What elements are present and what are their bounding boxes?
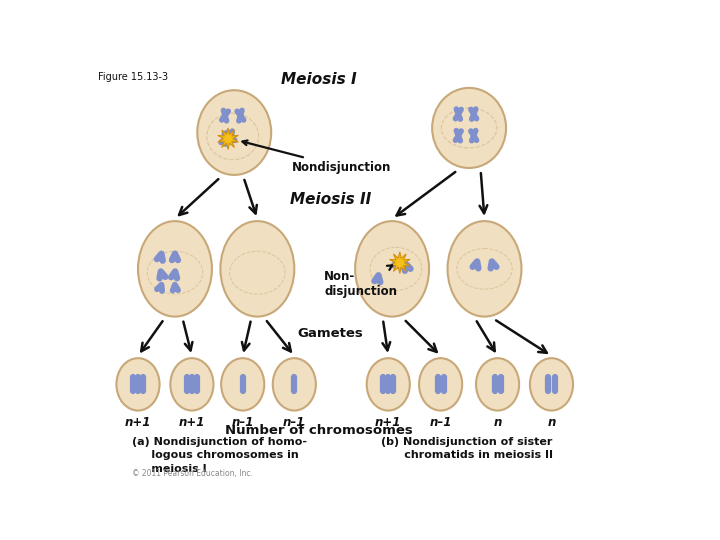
Text: Figure 15.13-3: Figure 15.13-3 (98, 72, 168, 83)
Text: n–1: n–1 (283, 416, 305, 429)
Text: Non-
disjunction: Non- disjunction (324, 265, 397, 298)
Ellipse shape (419, 358, 462, 410)
Ellipse shape (138, 221, 212, 316)
Ellipse shape (221, 358, 264, 410)
Text: Meiosis I: Meiosis I (281, 72, 357, 87)
Ellipse shape (432, 88, 506, 168)
Text: (b) Nondisjunction of sister
      chromatids in meiosis II: (b) Nondisjunction of sister chromatids … (381, 437, 552, 460)
Polygon shape (218, 128, 238, 150)
Ellipse shape (448, 221, 521, 316)
Ellipse shape (530, 358, 573, 410)
Text: n: n (493, 416, 502, 429)
Text: n–1: n–1 (429, 416, 451, 429)
Text: n: n (547, 416, 556, 429)
Ellipse shape (355, 221, 429, 316)
Text: n–1: n–1 (232, 416, 254, 429)
Ellipse shape (366, 358, 410, 410)
Ellipse shape (197, 90, 271, 175)
Ellipse shape (171, 358, 213, 410)
Ellipse shape (220, 221, 294, 316)
Text: n+1: n+1 (125, 416, 151, 429)
Polygon shape (390, 252, 410, 273)
Text: Gametes: Gametes (297, 327, 364, 340)
Text: Nondisjunction: Nondisjunction (243, 140, 392, 174)
Ellipse shape (273, 358, 316, 410)
Text: n+1: n+1 (179, 416, 205, 429)
Ellipse shape (117, 358, 160, 410)
Text: © 2011 Pearson Education, Inc.: © 2011 Pearson Education, Inc. (132, 469, 253, 477)
Text: (a) Nondisjunction of homo-
     logous chromosomes in
     meiosis I: (a) Nondisjunction of homo- logous chrom… (132, 437, 307, 474)
Text: Number of chromosomes: Number of chromosomes (225, 424, 413, 437)
Text: Meiosis II: Meiosis II (290, 192, 371, 207)
Ellipse shape (476, 358, 519, 410)
Text: n+1: n+1 (375, 416, 402, 429)
